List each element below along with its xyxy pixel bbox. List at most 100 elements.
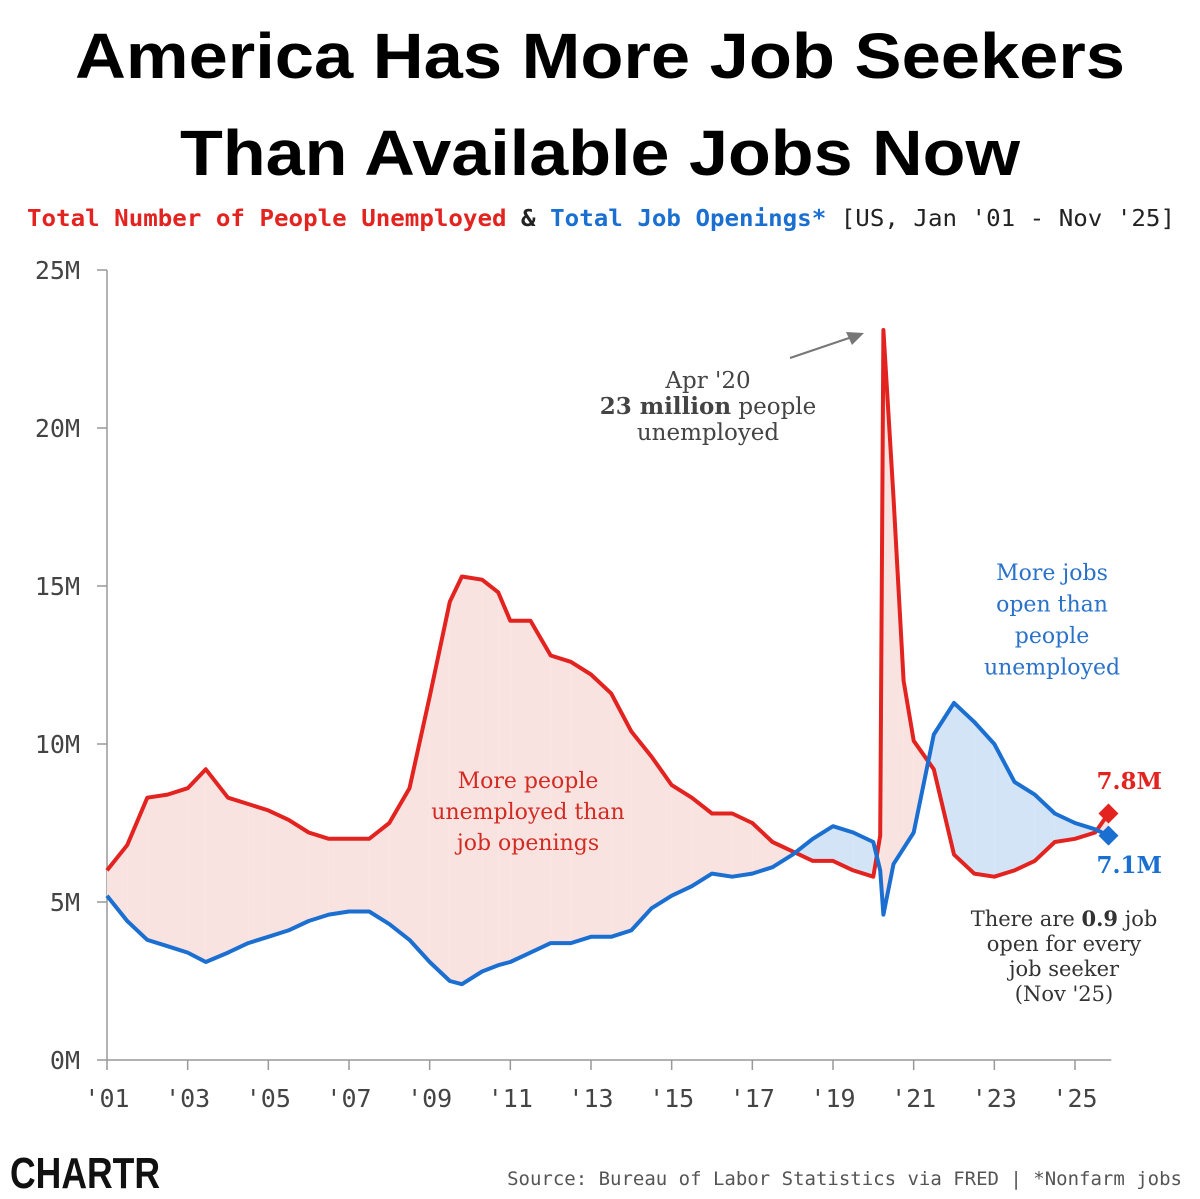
annotation-part: job (1118, 907, 1157, 931)
annotation-ratio: There are 0.9 job (971, 906, 1158, 931)
gap-fill (187, 769, 206, 963)
gap-fill (591, 674, 612, 937)
annotation-part: 23 million (600, 393, 732, 420)
gap-fill (732, 813, 753, 877)
gap-fill (752, 823, 773, 874)
gap-fill (712, 813, 733, 877)
gap-fill (631, 731, 652, 931)
annotation-part: open for every (987, 932, 1142, 956)
x-tick-label: '09 (407, 1084, 452, 1113)
annotation-ratio: open for every (987, 932, 1142, 956)
gap-fill (1014, 781, 1035, 871)
gap-fill (498, 592, 511, 966)
x-tick-label: '05 (246, 1084, 291, 1113)
gap-fill (429, 601, 450, 981)
gap-fill (510, 620, 531, 963)
annotation-part: Apr '20 (664, 368, 750, 394)
annotation-part: job seeker (1006, 957, 1120, 981)
y-tick-label: 25M (35, 256, 80, 285)
annotation-gap: job openings (454, 831, 599, 856)
gap-fill (107, 845, 128, 921)
gap-fill (974, 721, 995, 877)
chart-title: America Has More Job Seekers (75, 20, 1125, 92)
annotation-part: people (1015, 624, 1090, 649)
x-tick-label: '07 (326, 1084, 371, 1113)
annotation-gap: unemployed (984, 656, 1120, 681)
line-series (105, 700, 1110, 987)
y-tick-label: 15M (35, 572, 80, 601)
gap-fill (205, 769, 228, 963)
gap-fill (248, 804, 269, 944)
annotation-ratio: (Nov '25) (1015, 982, 1113, 1006)
annotation-part: More jobs (996, 561, 1108, 586)
gap-fill (530, 620, 551, 953)
annotation-part: unemployed than (431, 800, 624, 825)
gap-fill (369, 823, 390, 925)
subtitle-joiner: & (521, 206, 536, 232)
x-tick-label: '23 (972, 1084, 1017, 1113)
source: Source: Bureau of Labor Statistics via F… (507, 1168, 1182, 1190)
annotation-part: There are (971, 907, 1082, 931)
gap-fill (833, 826, 854, 871)
y-tick-label: 5M (50, 888, 80, 917)
annotation-arrow (789, 336, 853, 359)
gap-fill (308, 832, 329, 921)
x-tick-label: '25 (1052, 1084, 1097, 1113)
annotation-part: people (731, 394, 816, 420)
end-marker (1098, 803, 1119, 824)
gap-fill (903, 680, 914, 849)
gap-fill (570, 661, 591, 944)
gap-fill (127, 797, 148, 940)
gap-fill (772, 841, 793, 868)
subtitle: Total Number of People Unemployed & Tota… (27, 206, 1175, 232)
x-tick-label: '15 (649, 1084, 694, 1113)
gap-fill (853, 832, 874, 877)
end-marker (1098, 825, 1119, 846)
end-label: 7.8M (1097, 768, 1162, 795)
gap-fill (611, 693, 632, 937)
gap-fill (147, 794, 168, 947)
gap-fill (691, 797, 712, 887)
annotation-spike: 23 million people (600, 393, 817, 420)
gap-fill (449, 576, 462, 985)
annotation-part: job openings (454, 831, 599, 856)
y-tick-label: 10M (35, 730, 80, 759)
annotation-spike: Apr '20 (664, 368, 750, 394)
gap-fill (550, 655, 571, 944)
annotation-gap: More people (458, 769, 599, 794)
gap-fill (812, 826, 833, 861)
subtitle-series: Total Number of People Unemployed (27, 206, 507, 232)
plot-area: 0M 5M 10M 15M 20M 25M '01 '03 '05 '07 '09 '11 '13 '15… (35, 256, 1162, 1113)
gap-fill (389, 788, 410, 940)
annotation-part: 0.9 (1081, 906, 1118, 931)
gap-fill (1054, 813, 1075, 842)
annotation-spike: unemployed (637, 420, 780, 446)
subtitle-series: Total Job Openings* (550, 206, 826, 232)
gap-fill (409, 696, 430, 963)
chart-title: Than Available Jobs Now (180, 117, 1020, 189)
line-series (105, 328, 1111, 879)
logo: CHARTR (10, 1149, 160, 1198)
gap-fill (651, 756, 672, 909)
gap-fill (954, 702, 975, 874)
annotation-gap: More jobs (996, 561, 1108, 586)
annotation-gap: open than (996, 593, 1108, 618)
annotation-part: open than (996, 593, 1108, 618)
gap-fill (893, 497, 904, 865)
gap-fill (167, 788, 188, 953)
annotation-gap: unemployed than (431, 800, 624, 825)
annotation-part: unemployed (637, 420, 780, 446)
gap-fill (228, 797, 249, 953)
gap-fill (268, 810, 289, 937)
annotation-arrowhead (846, 332, 864, 345)
y-tick-label: 0M (50, 1046, 80, 1075)
end-label: 7.1M (1097, 852, 1162, 879)
x-tick-label: '13 (568, 1084, 613, 1113)
annotation-gap: people (1015, 624, 1090, 649)
gap-fill (349, 838, 370, 912)
x-tick-label: '19 (810, 1084, 855, 1113)
subtitle-range: [US, Jan '01 - Nov '25] (841, 206, 1175, 232)
annotation-part: More people (458, 769, 599, 794)
gap-fill (461, 576, 483, 985)
